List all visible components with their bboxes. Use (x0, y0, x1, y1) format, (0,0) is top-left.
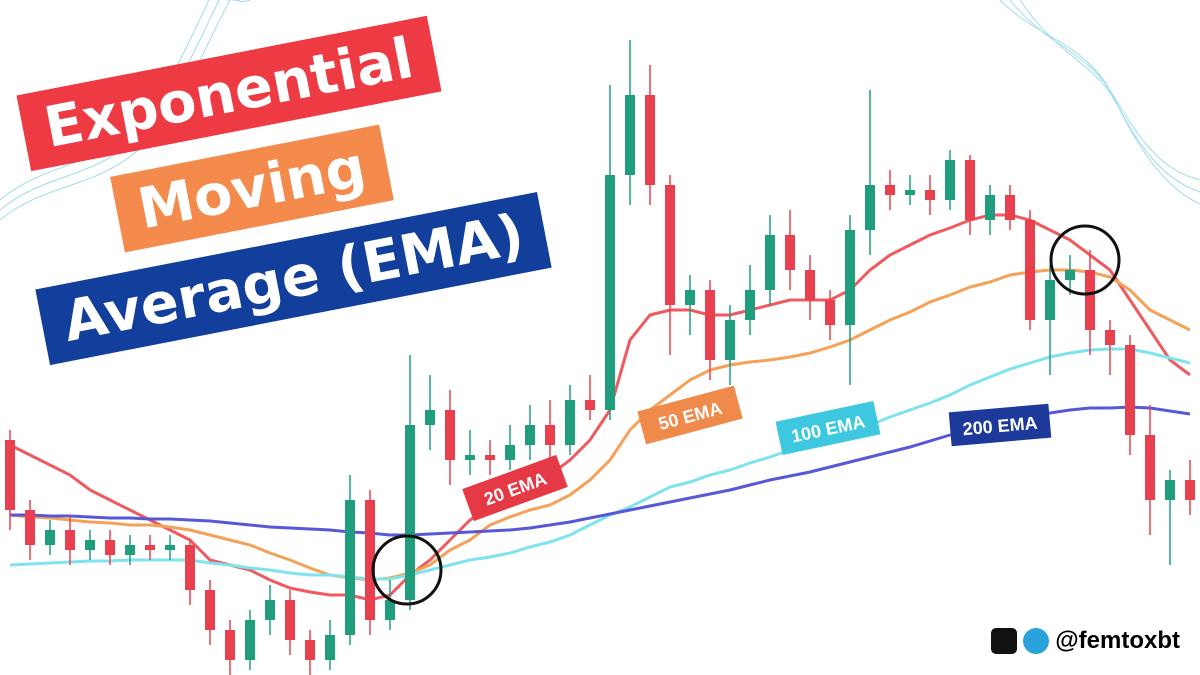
candle-body (805, 270, 815, 300)
candle-body (285, 600, 295, 640)
candle-body (65, 530, 75, 550)
candle-body (605, 175, 615, 410)
candle-body (1045, 280, 1055, 320)
candle-body (1145, 435, 1155, 500)
candle-body (185, 545, 195, 590)
candle-body (545, 425, 555, 445)
candle-body (1065, 270, 1075, 280)
candle-body (25, 510, 35, 545)
candle-body (945, 160, 955, 200)
candle-body (1125, 345, 1135, 435)
ema-label-box (462, 454, 568, 522)
candle-body (245, 620, 255, 660)
candle-body (1005, 195, 1015, 220)
telegram-icon (1023, 628, 1050, 654)
candle-body (5, 440, 15, 510)
candle-body (685, 290, 695, 305)
candle-body (265, 600, 275, 620)
candle-body (45, 530, 55, 545)
candle-body (105, 540, 115, 555)
candle-body (845, 230, 855, 325)
candle-body (145, 545, 155, 550)
candle-body (925, 190, 935, 200)
ema-label: 200 EMA (948, 403, 1052, 447)
candle-body (485, 455, 495, 460)
candle-body (865, 185, 875, 230)
candle-body (205, 590, 215, 630)
candle-body (1085, 270, 1095, 330)
candle-body (125, 545, 135, 555)
candle-body (225, 630, 235, 660)
ema-label: 50 EMA (637, 385, 743, 445)
handle: @femtoxbt (981, 621, 1190, 661)
candle-body (665, 185, 675, 305)
candle-body (885, 185, 895, 195)
highlight-circle (1049, 224, 1121, 296)
ema-line (9, 268, 1191, 582)
candle-body (385, 600, 395, 620)
candle-body (1105, 330, 1115, 345)
candle-body (745, 290, 755, 320)
candle-body (505, 445, 515, 460)
ema-label-box (637, 385, 743, 445)
candle-body (345, 500, 355, 635)
candle-body (1025, 220, 1035, 320)
candle-body (585, 400, 595, 410)
candle-body (445, 410, 455, 460)
candle-body (305, 640, 315, 660)
candle-body (85, 540, 95, 550)
x-icon (991, 628, 1018, 654)
candle-body (825, 300, 835, 325)
candle-body (625, 95, 635, 175)
candle-body (705, 290, 715, 360)
candle-body (725, 320, 735, 360)
candle-body (325, 635, 335, 660)
candle-body (425, 410, 435, 425)
candle-body (905, 190, 915, 195)
candle-body (645, 95, 655, 185)
candle-body (785, 235, 795, 270)
candle-body (165, 545, 175, 550)
candle-body (565, 400, 575, 445)
candle-body (965, 160, 975, 220)
highlight-circle (371, 534, 443, 606)
handle-text: @femtoxbt (1055, 627, 1180, 654)
candle-body (985, 195, 995, 220)
candle-body (765, 235, 775, 290)
candle-body (465, 455, 475, 460)
candle-body (1165, 480, 1175, 500)
ema-line (9, 347, 1191, 581)
ema-label-box (775, 400, 881, 456)
ema-label-box (948, 403, 1052, 447)
candle-body (525, 425, 535, 445)
candle-body (405, 425, 415, 600)
candle-body (365, 500, 375, 620)
candle-body (1185, 480, 1195, 500)
ema-label: 20 EMA (462, 454, 568, 522)
ema-label: 100 EMA (775, 400, 881, 456)
